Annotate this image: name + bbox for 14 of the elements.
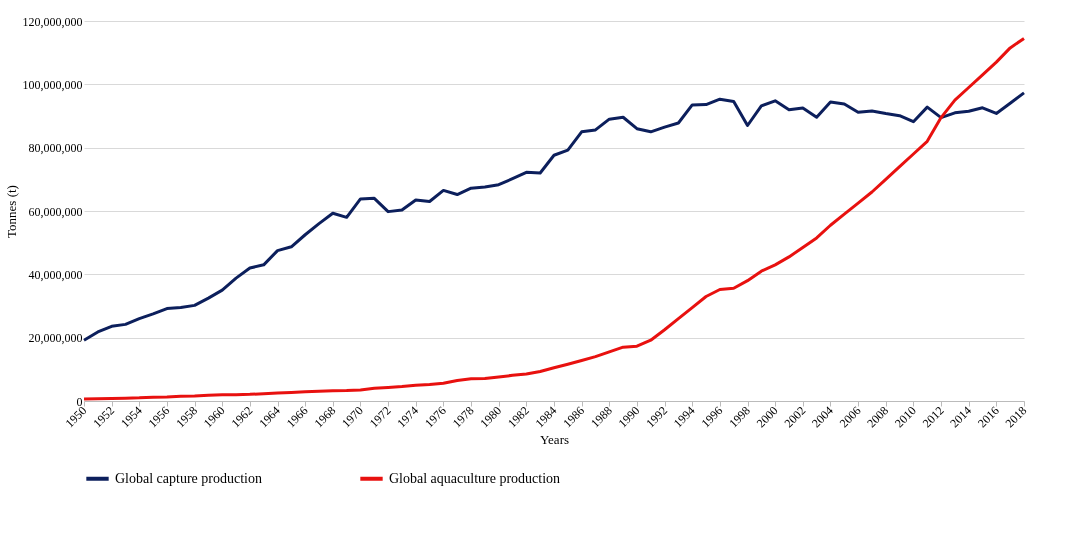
y-tick-label: 120,000,000 <box>22 14 83 29</box>
legend-label: Global capture production <box>115 470 262 486</box>
x-tick-label: 1990 <box>615 403 643 431</box>
y-tick-label: 60,000,000 <box>28 204 83 219</box>
x-tick-label: 1968 <box>311 403 339 431</box>
legend-label: Global aquaculture production <box>389 470 561 486</box>
y-tick-label: 40,000,000 <box>28 267 83 282</box>
line-series <box>82 91 1026 342</box>
x-tick-label: 1962 <box>228 403 256 431</box>
y-tick-label: 80,000,000 <box>28 141 83 156</box>
y-tick-label: 20,000,000 <box>28 331 83 346</box>
x-axis-title: Years <box>539 431 570 447</box>
y-tick-label: 100,000,000 <box>22 77 83 92</box>
y-axis-title: Tonnes (t) <box>3 185 19 238</box>
